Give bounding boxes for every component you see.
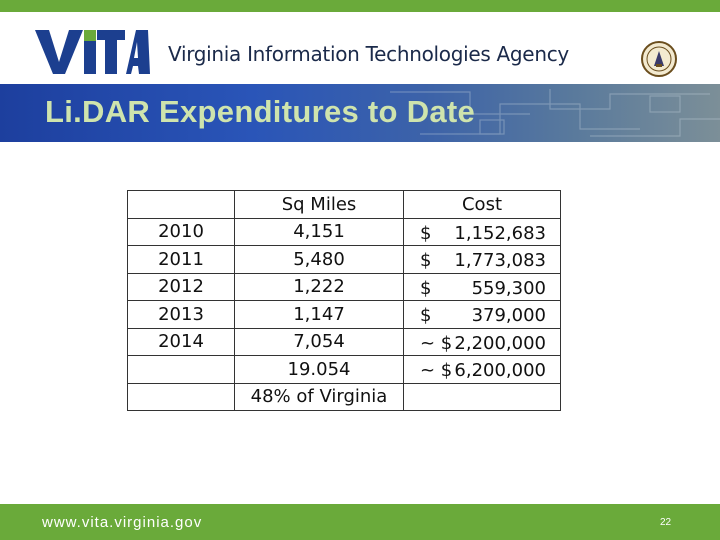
header: Virginia Information Technologies Agency	[0, 12, 720, 84]
cost-amount: 2,200,000	[454, 332, 546, 354]
vita-logo	[35, 30, 150, 74]
cost-cell: $1,152,683	[403, 217, 561, 246]
cost-cell: $379,000	[403, 300, 561, 329]
page-number: 22	[660, 517, 672, 528]
title-band: Li.DAR Expenditures to Date	[0, 84, 720, 142]
sq-miles-cell: 5,480	[234, 245, 404, 274]
virginia-seal-icon	[641, 41, 677, 77]
table-row: 2014 7,054 ~ $2,200,000	[127, 327, 561, 356]
year-cell: 2011	[127, 245, 235, 274]
header-cell-cost: Cost	[403, 190, 561, 219]
slide-title: Li.DAR Expenditures to Date	[45, 94, 476, 129]
footer-url-link[interactable]: www.vita.virginia.gov	[42, 514, 203, 531]
cost-cell	[403, 382, 561, 411]
header-cell-sq-miles: Sq Miles	[234, 190, 404, 219]
cost-amount: 6,200,000	[454, 360, 546, 381]
year-cell: 2013	[127, 300, 235, 329]
currency-symbol: $	[420, 277, 432, 299]
table-row: 2011 5,480 $1,773,083	[127, 245, 561, 274]
currency-symbol: ~ $	[420, 332, 453, 354]
table-row: 2010 4,151 $1,152,683	[127, 217, 561, 246]
cost-cell: ~ $2,200,000	[403, 327, 561, 356]
sq-miles-cell: 7,054	[234, 327, 404, 356]
year-cell: 2014	[127, 327, 235, 356]
sq-miles-cell: 1,222	[234, 272, 404, 301]
expenditures-table: Sq Miles Cost 2010 4,151 $1,152,683 2011…	[127, 190, 561, 411]
cost-amount: 1,773,083	[454, 250, 546, 271]
table-header-row: Sq Miles Cost	[127, 190, 561, 219]
table-row-total: 19.054 ~ $6,200,000	[127, 355, 561, 384]
header-cell-year	[127, 190, 235, 219]
circuit-decoration	[390, 89, 720, 137]
year-cell: 2012	[127, 272, 235, 301]
year-cell	[127, 382, 235, 411]
cost-cell: $559,300	[403, 272, 561, 301]
year-cell	[127, 355, 235, 384]
currency-symbol: $	[420, 250, 432, 271]
cost-amount: 379,000	[471, 305, 546, 326]
year-cell: 2010	[127, 217, 235, 246]
currency-symbol: $	[420, 305, 432, 326]
cost-cell: $1,773,083	[403, 245, 561, 274]
sq-miles-cell: 1,147	[234, 300, 404, 329]
agency-name: Virginia Information Technologies Agency	[168, 42, 569, 66]
table-row-coverage: 48% of Virginia	[127, 382, 561, 411]
sq-miles-total-cell: 19.054	[234, 355, 404, 384]
cost-amount: 559,300	[471, 277, 546, 299]
table-row: 2013 1,147 $379,000	[127, 300, 561, 329]
sq-miles-cell: 4,151	[234, 217, 404, 246]
coverage-cell: 48% of Virginia	[234, 382, 404, 411]
cost-amount: 1,152,683	[454, 222, 546, 244]
table-row: 2012 1,222 $559,300	[127, 272, 561, 301]
top-accent-bar	[0, 0, 720, 12]
cost-total-cell: ~ $6,200,000	[403, 355, 561, 384]
currency-symbol: $	[420, 222, 432, 244]
footer: www.vita.virginia.gov 22	[0, 504, 720, 540]
currency-symbol: ~ $	[420, 360, 453, 381]
